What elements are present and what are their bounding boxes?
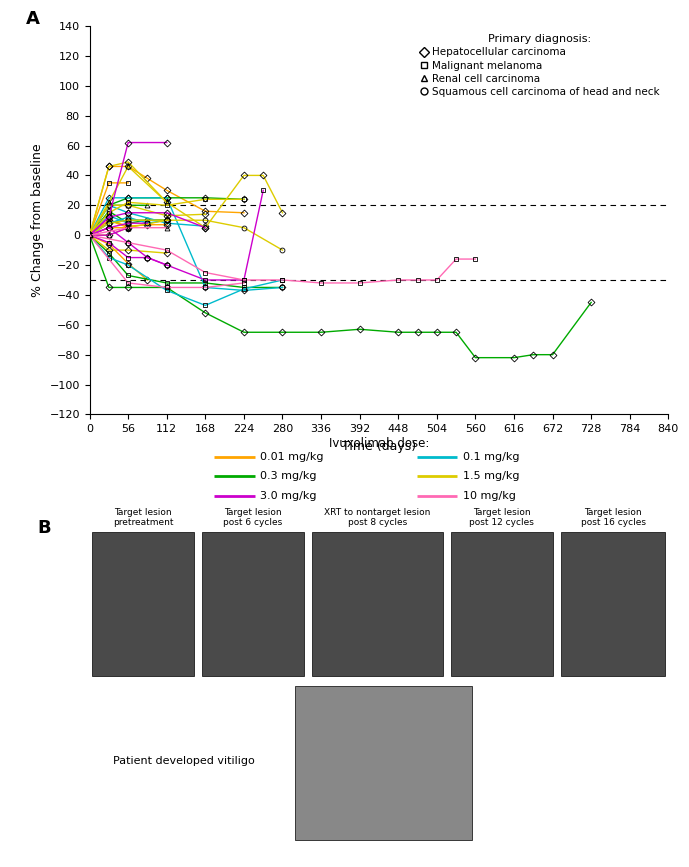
- Text: 0.01 mg/kg: 0.01 mg/kg: [260, 452, 324, 461]
- Legend: Hepatocellular carcinoma, Malignant melanoma, Renal cell carcinoma, Squamous cel: Hepatocellular carcinoma, Malignant mela…: [417, 31, 663, 100]
- Text: 10 mg/kg: 10 mg/kg: [463, 492, 516, 501]
- Text: XRT to nontarget lesion
post 8 cycles: XRT to nontarget lesion post 8 cycles: [325, 508, 431, 527]
- Text: A: A: [26, 10, 40, 29]
- Text: 0.3 mg/kg: 0.3 mg/kg: [260, 472, 317, 481]
- Text: Target lesion
post 12 cycles: Target lesion post 12 cycles: [469, 508, 535, 527]
- Bar: [562, 532, 666, 676]
- Text: Patient developed vitiligo: Patient developed vitiligo: [113, 756, 254, 766]
- Bar: [312, 532, 442, 676]
- Bar: [295, 686, 471, 840]
- Bar: [92, 532, 194, 676]
- Text: Target lesion
post 6 cycles: Target lesion post 6 cycles: [223, 508, 282, 527]
- Text: Target lesion
pretreatment: Target lesion pretreatment: [113, 508, 174, 527]
- Y-axis label: % Change from baseline: % Change from baseline: [31, 143, 44, 297]
- Text: 1.5 mg/kg: 1.5 mg/kg: [463, 472, 520, 481]
- Text: 0.1 mg/kg: 0.1 mg/kg: [463, 452, 520, 461]
- Text: Ivuxolimab dose:: Ivuxolimab dose:: [329, 437, 429, 450]
- Bar: [203, 532, 304, 676]
- Text: B: B: [37, 519, 51, 538]
- Bar: [451, 532, 553, 676]
- Text: Target lesion
post 16 cycles: Target lesion post 16 cycles: [581, 508, 646, 527]
- X-axis label: Time (days): Time (days): [342, 440, 416, 453]
- Text: 3.0 mg/kg: 3.0 mg/kg: [260, 492, 317, 501]
